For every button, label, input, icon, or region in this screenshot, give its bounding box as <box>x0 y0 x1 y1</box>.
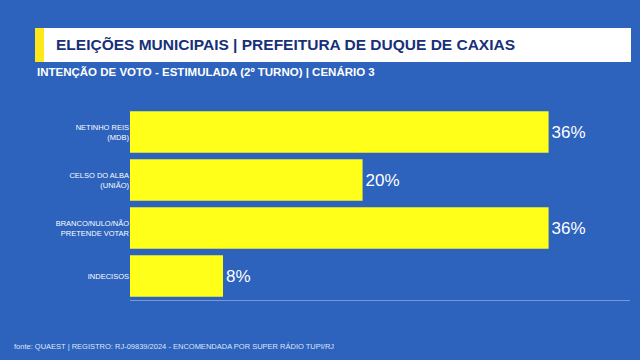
html-text:INTENÇÃO DE VOTO - ESTIMULADA: INTENÇÃO DE VOTO - ESTIMULADA (2º TURNO)… <box>37 66 375 78</box>
html-text:fonte: QUAEST | REGISTRO: RJ-0: fonte: QUAEST | REGISTRO: RJ-09839/2024 … <box>14 342 335 351</box>
svg-text:NETINHO REIS(MDB): NETINHO REIS(MDB) <box>76 123 130 142</box>
svg-text:BRANCO/NULO/NÃOPRETENDE VOTAR: BRANCO/NULO/NÃOPRETENDE VOTAR <box>56 219 130 238</box>
svg-text:20%: 20% <box>366 171 400 190</box>
html-text:ELEIÇÕES MUNICIPAIS | PREFEITU: ELEIÇÕES MUNICIPAIS | PREFEITURA DE DUQU… <box>56 36 516 53</box>
svg-text:INDECISOS: INDECISOS <box>88 272 129 281</box>
svg-text:36%: 36% <box>552 219 586 238</box>
svg-text:CELSO DO ALBA(UNIÃO): CELSO DO ALBA(UNIÃO) <box>69 171 129 190</box>
svg-text:36%: 36% <box>552 123 586 142</box>
svg-text:8%: 8% <box>226 267 251 286</box>
